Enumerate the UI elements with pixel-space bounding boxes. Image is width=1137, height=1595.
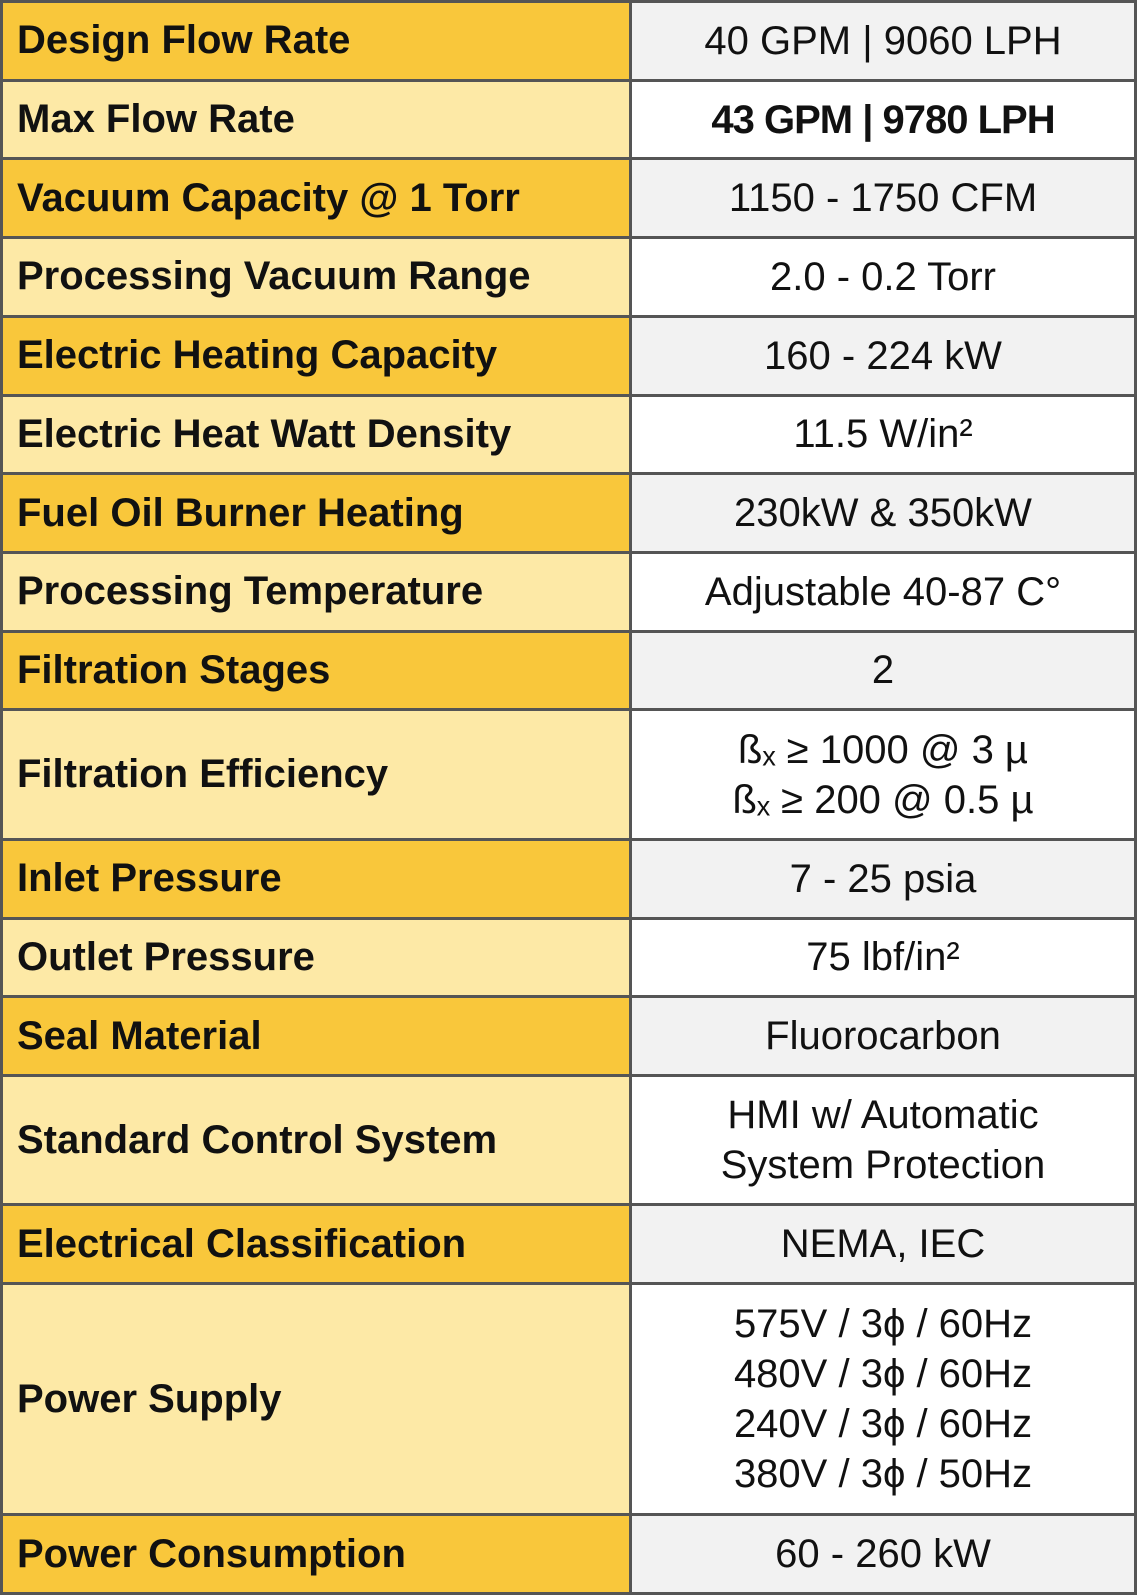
value-line: 380V / 3ϕ / 50Hz — [733, 1452, 1033, 1497]
spec-value: Adjustable 40-87 C° — [632, 553, 1134, 630]
spec-value: 43 GPM | 9780 LPH — [632, 81, 1134, 158]
value-line: 2.0 - 0.2 Torr — [769, 254, 997, 299]
spec-row: Seal Material Fluorocarbon — [3, 998, 1134, 1074]
spec-value: HMI w/ Automatic System Protection — [632, 1076, 1134, 1204]
spec-label: Processing Temperature — [3, 553, 629, 630]
spec-value: 1150 - 1750 CFM — [632, 160, 1134, 237]
spec-row: Power Consumption 60 - 260 kW — [3, 1516, 1134, 1592]
spec-row: Fuel Oil Burner Heating 230kW & 350kW — [3, 475, 1134, 551]
value-line: 160 - 224 kW — [764, 333, 1002, 378]
value-line: 240V / 3ϕ / 60Hz — [733, 1402, 1033, 1447]
value-line: 2 — [871, 648, 895, 693]
value-line: 40 GPM | 9060 LPH — [704, 18, 1062, 63]
spec-label: Vacuum Capacity @ 1 Torr — [3, 160, 629, 237]
value-line: HMI w/ Automatic — [727, 1093, 1039, 1138]
value-line: Fluorocarbon — [765, 1014, 1001, 1059]
spec-row: Power Supply 575V / 3ϕ / 60Hz 480V / 3ϕ / … — [3, 1285, 1134, 1514]
value-line: 11.5 W/in² — [793, 412, 973, 457]
value-line: ßₓ ≥ 1000 @ 3 µ — [738, 727, 1028, 772]
spec-row: Design Flow Rate 40 GPM | 9060 LPH — [3, 3, 1134, 79]
spec-label: Design Flow Rate — [3, 3, 629, 79]
spec-row: Vacuum Capacity @ 1 Torr 1150 - 1750 CFM — [3, 160, 1134, 237]
spec-row: Electrical Classification NEMA, IEC — [3, 1206, 1134, 1283]
spec-label: Standard Control System — [3, 1076, 629, 1204]
spec-label: Outlet Pressure — [3, 919, 629, 996]
spec-value: 60 - 260 kW — [632, 1516, 1134, 1592]
value-line: ßₓ ≥ 200 @ 0.5 µ — [732, 777, 1034, 822]
value-line: System Protection — [720, 1143, 1046, 1188]
value-line: 75 lbf/in² — [806, 935, 960, 980]
spec-label: Inlet Pressure — [3, 840, 629, 917]
spec-value: 11.5 W/in² — [632, 396, 1134, 473]
value-line: NEMA, IEC — [780, 1222, 986, 1267]
spec-label: Filtration Efficiency — [3, 711, 629, 838]
spec-value: 2.0 - 0.2 Torr — [632, 239, 1134, 315]
spec-row: Processing Temperature Adjustable 40-87 C… — [3, 553, 1134, 630]
spec-value: Fluorocarbon — [632, 998, 1134, 1074]
value-line: 575V / 3ϕ / 60Hz — [733, 1302, 1033, 1347]
spec-row: Processing Vacuum Range 2.0 - 0.2 Torr — [3, 239, 1134, 315]
spec-label: Power Consumption — [3, 1516, 629, 1592]
spec-row: Electric Heating Capacity 160 - 224 kW — [3, 317, 1134, 394]
spec-row: Standard Control System HMI w/ Automatic S… — [3, 1076, 1134, 1204]
spec-row: Filtration Stages 2 — [3, 632, 1134, 709]
value-line: 7 - 25 psia — [789, 856, 977, 901]
value-line: 230kW & 350kW — [734, 491, 1032, 536]
spec-value: 160 - 224 kW — [632, 317, 1134, 394]
spec-value: 75 lbf/in² — [632, 919, 1134, 996]
spec-label: Power Supply — [3, 1285, 629, 1514]
spec-value: NEMA, IEC — [632, 1206, 1134, 1283]
spec-row: Electric Heat Watt Density 11.5 W/in² — [3, 396, 1134, 473]
spec-row: Outlet Pressure 75 lbf/in² — [3, 919, 1134, 996]
spec-row: Filtration Efficiency ßₓ ≥ 1000 @ 3 µ ßₓ ≥… — [3, 711, 1134, 838]
spec-label: Fuel Oil Burner Heating — [3, 475, 629, 551]
spec-value: 575V / 3ϕ / 60Hz 480V / 3ϕ / 60Hz 240V / 3… — [632, 1285, 1134, 1514]
spec-label: Seal Material — [3, 998, 629, 1074]
spec-label: Processing Vacuum Range — [3, 239, 629, 315]
spec-value: 7 - 25 psia — [632, 840, 1134, 917]
spec-value: 40 GPM | 9060 LPH — [632, 3, 1134, 79]
spec-value: ßₓ ≥ 1000 @ 3 µ ßₓ ≥ 200 @ 0.5 µ — [632, 711, 1134, 838]
value-line: 43 GPM | 9780 LPH — [711, 97, 1055, 142]
spec-label: Max Flow Rate — [3, 81, 629, 158]
spec-value: 230kW & 350kW — [632, 475, 1134, 551]
spec-label: Electrical Classification — [3, 1206, 629, 1283]
spec-label: Electric Heat Watt Density — [3, 396, 629, 473]
spec-label: Electric Heating Capacity — [3, 317, 629, 394]
value-line: 60 - 260 kW — [775, 1532, 991, 1577]
value-line: 480V / 3ϕ / 60Hz — [733, 1352, 1033, 1397]
value-line: 1150 - 1750 CFM — [728, 176, 1038, 221]
spec-row: Inlet Pressure 7 - 25 psia — [3, 840, 1134, 917]
spec-row: Max Flow Rate 43 GPM | 9780 LPH — [3, 81, 1134, 158]
value-line: Adjustable 40-87 C° — [704, 569, 1062, 614]
spec-label: Filtration Stages — [3, 632, 629, 709]
spec-value: 2 — [632, 632, 1134, 709]
